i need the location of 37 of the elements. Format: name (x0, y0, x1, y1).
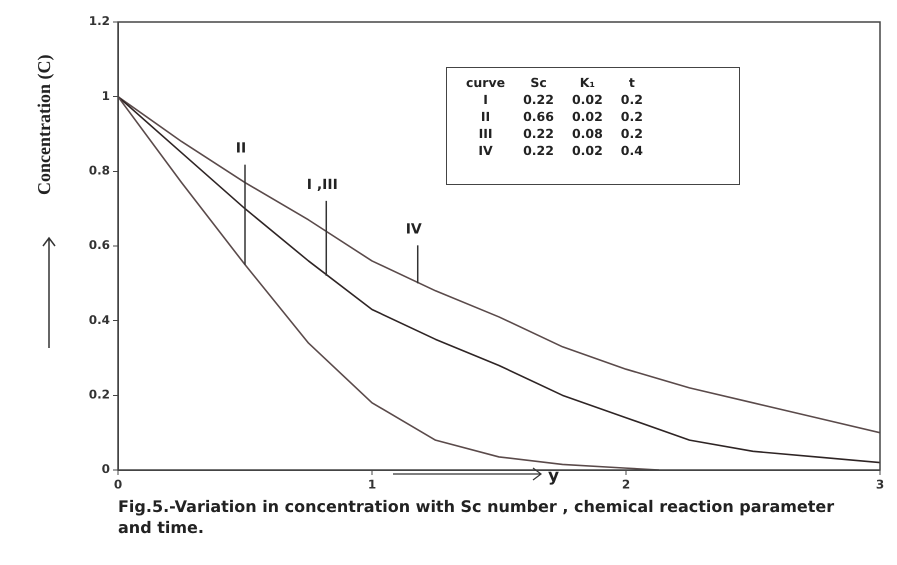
x-tick-label: 1 (368, 477, 376, 492)
annotation: curve (465, 74, 506, 91)
x-tick-label: 3 (876, 477, 884, 492)
annotation: II (480, 108, 492, 125)
y-tick-label: 0.2 (88, 387, 110, 402)
annotation: III (478, 125, 494, 142)
annotation: 0.02 (570, 91, 604, 108)
y-tick-label: 1.2 (88, 14, 110, 28)
annotation: 0.22 (522, 125, 555, 142)
annotation: 0.22 (522, 142, 555, 159)
annotation: I (482, 91, 489, 108)
annotation: IV (477, 142, 494, 159)
annotation: 0.2 (620, 125, 644, 142)
annotation: IV (406, 221, 422, 238)
annotation: 0.2 (620, 91, 644, 108)
annotation: 0.02 (570, 108, 604, 125)
text: Fig.5.-Variation in concentration with Sc number , chemical reaction parameter and time. (118, 496, 836, 538)
annotation: K₁ (578, 74, 596, 91)
x-tick-label: 0 (114, 477, 122, 492)
annotation: 0.2 (620, 108, 644, 125)
y-tick-label: 0.8 (88, 163, 110, 178)
x-tick-label: 2 (622, 477, 630, 492)
annotation: II (236, 140, 246, 157)
annotation: t (628, 74, 636, 91)
annotation: 0.08 (570, 125, 604, 142)
y-axis-title: Concentration (C) (34, 54, 55, 195)
y-tick-label: 0.6 (88, 238, 110, 252)
annotation: 0.22 (522, 91, 555, 108)
annotation: I ,III (306, 176, 338, 193)
y-tick-label: 0.4 (88, 312, 110, 327)
annotation: 0.02 (570, 142, 604, 159)
annotation: 0.66 (522, 108, 555, 125)
x-axis-title: y (548, 466, 560, 486)
annotation: Sc (529, 74, 548, 91)
annotation: 0.4 (620, 142, 644, 159)
y-tick-label: 0 (102, 462, 110, 476)
y-tick-label: 1 (102, 88, 110, 103)
